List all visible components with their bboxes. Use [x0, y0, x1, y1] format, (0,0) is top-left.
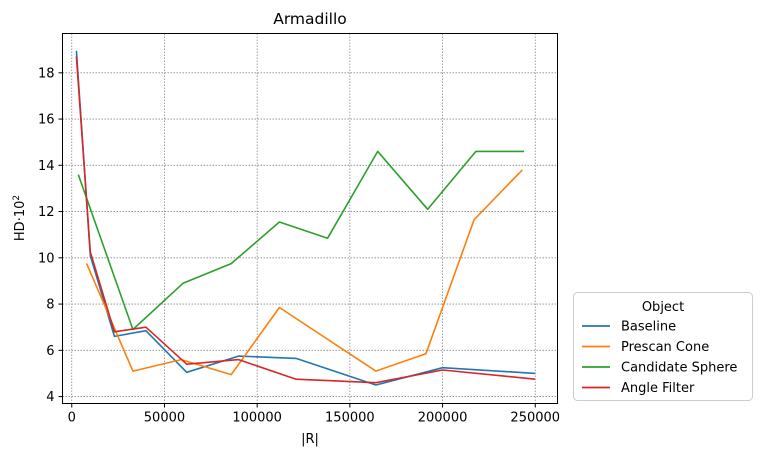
legend-title: Object — [642, 300, 684, 315]
y-tick-label: 10 — [38, 251, 55, 266]
y-tick-label: 6 — [46, 344, 54, 359]
y-axis-label-exponent: 2 — [12, 195, 22, 201]
x-tick-label: 100000 — [232, 411, 282, 426]
legend: Object Baseline Prescan Cone Candidate Sph… — [573, 292, 753, 401]
chart-title: Armadillo — [273, 10, 347, 28]
y-tick-label: 14 — [38, 159, 55, 174]
legend-label-baseline: Baseline — [621, 320, 676, 335]
x-tick-label: 50000 — [144, 411, 185, 426]
grid — [62, 33, 558, 404]
series-layer — [75, 50, 536, 386]
y-tick-label: 16 — [38, 113, 55, 128]
y-tick-label: 8 — [46, 298, 54, 313]
x-axis-label: |R| — [301, 432, 319, 447]
series-line-angle-filter — [75, 56, 536, 384]
legend-label-candidate-sphere: Candidate Sphere — [621, 361, 737, 376]
x-axis-ticks: 0 50000 100000 150000 200000 250000 — [68, 403, 560, 426]
x-tick-label: 0 — [68, 411, 76, 426]
y-tick-label: 12 — [38, 205, 55, 220]
x-tick-label: 150000 — [325, 411, 375, 426]
legend-items: Baseline Prescan Cone Candidate Sphere Angl… — [582, 320, 737, 396]
x-tick-label: 200000 — [418, 411, 468, 426]
legend-label-angle-filter: Angle Filter — [621, 381, 695, 396]
legend-box — [573, 292, 753, 401]
series-line-candidate-sphere — [77, 150, 525, 331]
x-tick-label: 250000 — [510, 411, 560, 426]
y-tick-label: 4 — [46, 390, 54, 405]
y-axis-ticks: 4 6 8 10 12 14 16 18 — [38, 66, 63, 405]
series-line-prescan-cone — [85, 169, 523, 376]
legend-label-prescan-cone: Prescan Cone — [621, 340, 709, 355]
y-axis-label: HD·102 — [12, 195, 28, 241]
y-tick-label: 18 — [38, 66, 55, 81]
y-axis-label-main: HD·10 — [13, 201, 28, 241]
series-line-baseline — [75, 50, 536, 386]
plot-frame — [62, 33, 558, 404]
